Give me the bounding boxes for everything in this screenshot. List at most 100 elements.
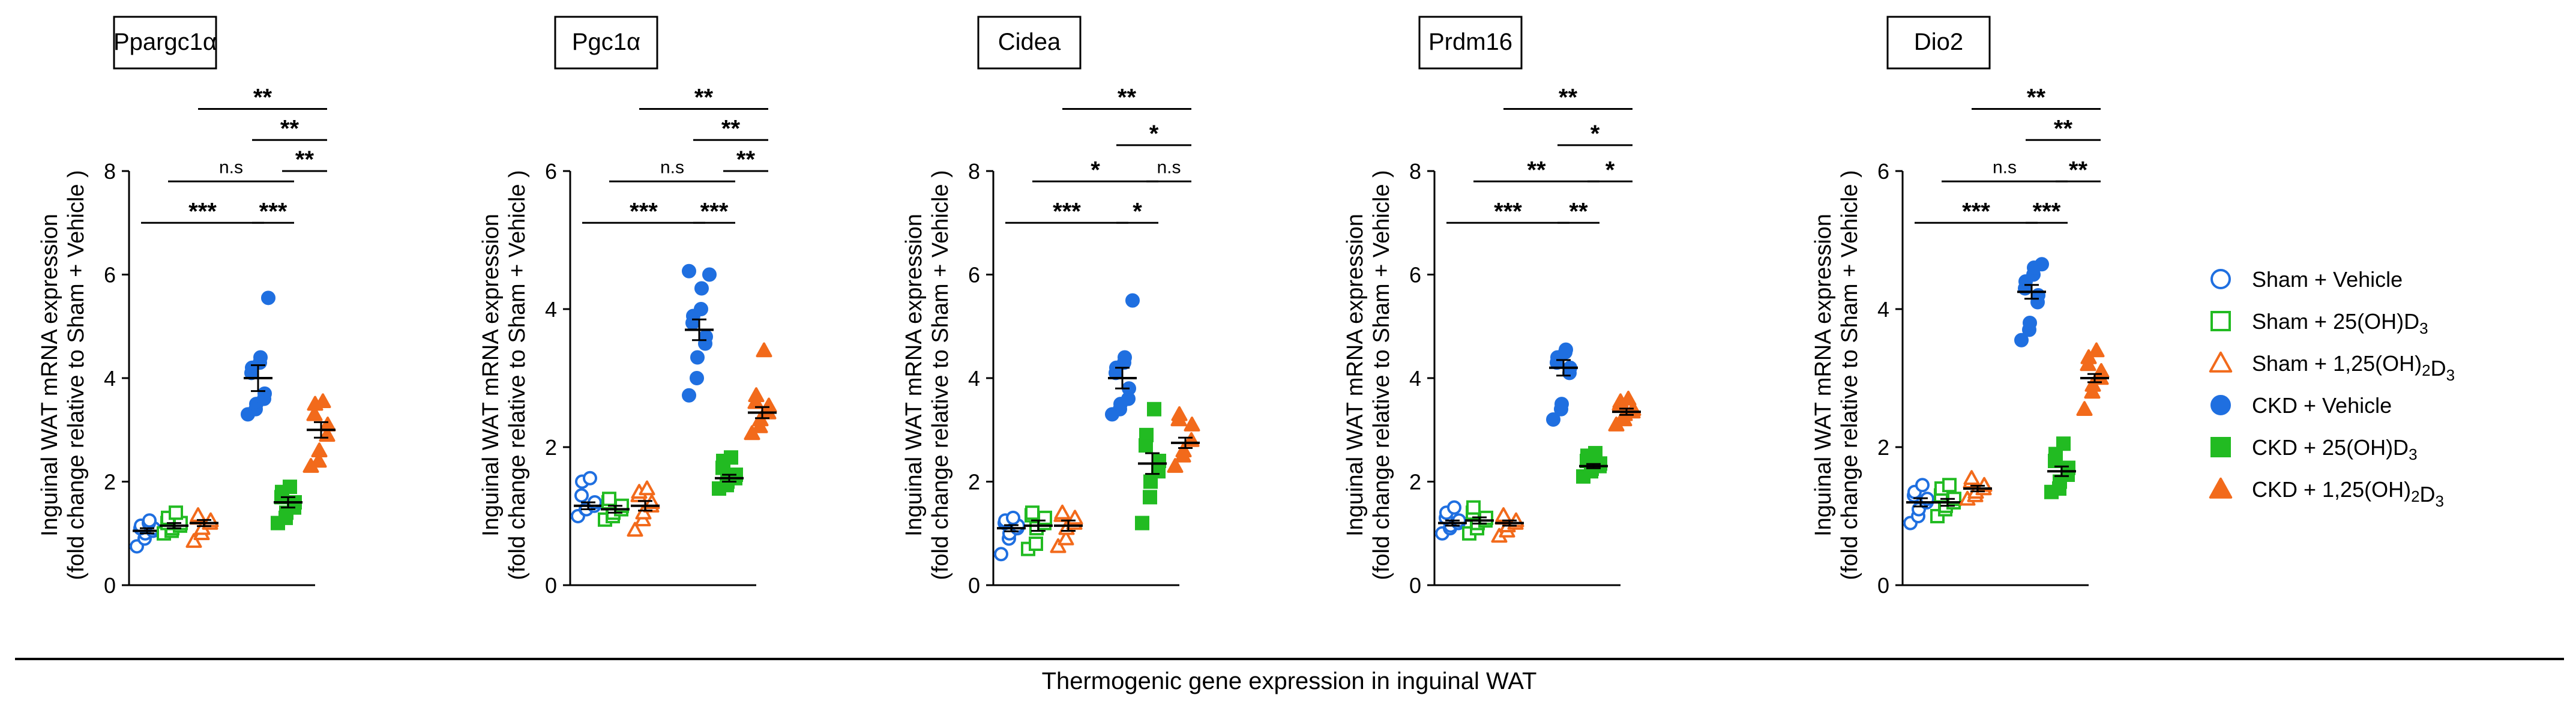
- significance-label: n.s: [1993, 157, 2017, 177]
- data-point: [702, 267, 717, 282]
- significance-label: **: [736, 146, 756, 173]
- y-tick-label: 4: [1409, 366, 1421, 391]
- data-point: [690, 371, 704, 385]
- significance-label: **: [1559, 85, 1578, 111]
- y-axis-label-2: (fold change relative to Sham + Vehicle …: [64, 170, 89, 580]
- y-tick-label: 2: [545, 435, 557, 460]
- group-3: [627, 480, 660, 537]
- group-2: [157, 505, 188, 541]
- group-6: [302, 393, 336, 473]
- data-point: [2076, 401, 2093, 416]
- group-3: [1959, 470, 1993, 506]
- data-point: [1143, 474, 1158, 489]
- data-point: [1054, 504, 1071, 520]
- data-point: [1963, 470, 1980, 485]
- data-point: [257, 386, 272, 401]
- data-point: [1915, 478, 1930, 493]
- data-point: [2048, 447, 2063, 462]
- group-5: [271, 480, 302, 531]
- chart-panel-2: Pgc1α Inguinal WAT mRNA expression (fold c…: [478, 16, 777, 598]
- data-point: [1143, 490, 1157, 505]
- data-point: [1620, 391, 1637, 406]
- y-axis-label-2: (fold change relative to Sham + Vehicle …: [928, 170, 953, 580]
- significance-label: n.s: [660, 157, 684, 177]
- data-point: [1025, 505, 1040, 520]
- significance-label: ***: [188, 198, 217, 224]
- data-point: [1171, 406, 1188, 421]
- significance-label: **: [280, 115, 299, 142]
- y-tick-label: 2: [968, 470, 980, 495]
- y-tick-label: 6: [1877, 159, 1889, 184]
- y-tick-label: 0: [1409, 573, 1421, 598]
- y-tick-label: 6: [968, 263, 980, 287]
- significance-label: **: [1569, 198, 1588, 224]
- significance-label: **: [1527, 157, 1546, 183]
- y-axis-label: Inguinal WAT mRNA expression: [901, 214, 927, 537]
- legend-item-1: Sham + Vehicle: [2210, 267, 2403, 292]
- data-point: [1067, 510, 1083, 525]
- significance-label: **: [2069, 157, 2088, 183]
- data-point: [2023, 316, 2037, 330]
- legend-label: CKD + 25(OH)D3: [2252, 435, 2418, 463]
- data-point: [1038, 510, 1052, 525]
- legend-label: Sham + 1,25(OH)2D3: [2252, 351, 2455, 384]
- chart-title: Prdm16: [1428, 29, 1512, 55]
- significance-label: ***: [700, 198, 729, 224]
- data-point: [1447, 500, 1461, 515]
- data-point: [261, 290, 275, 305]
- significance-label: **: [253, 85, 272, 111]
- data-point: [1559, 342, 1573, 357]
- significance-label: *: [1091, 157, 1100, 183]
- data-point: [1175, 442, 1192, 457]
- group-6: [1167, 406, 1200, 473]
- y-tick-label: 2: [1409, 470, 1421, 495]
- data-point: [1495, 507, 1512, 522]
- group-5: [2044, 436, 2076, 499]
- y-tick-label: 4: [545, 297, 557, 322]
- significance-label: **: [694, 85, 714, 111]
- significance-label: ***: [630, 198, 658, 224]
- data-point: [1050, 538, 1067, 553]
- group-2: [1930, 478, 1962, 523]
- data-point: [724, 450, 738, 465]
- data-point: [1546, 412, 1560, 427]
- y-axis-label: Inguinal WAT mRNA expression: [37, 214, 62, 537]
- group-1: [1435, 500, 1467, 541]
- legend: Sham + Vehicle Sham + 25(OH)D3 Sham + 1,25…: [2209, 267, 2455, 510]
- significance-label: **: [1118, 85, 1137, 111]
- data-point: [748, 387, 765, 402]
- group-3: [1050, 504, 1083, 553]
- data-point: [682, 388, 696, 403]
- data-point: [994, 547, 1008, 562]
- footer-caption: Thermogenic gene expression in inguinal …: [1042, 668, 1537, 694]
- chart-title: Cidea: [998, 29, 1061, 55]
- data-point: [185, 533, 202, 548]
- data-point: [314, 393, 331, 409]
- data-point: [1184, 417, 1200, 432]
- chart-title-box: [977, 16, 1082, 70]
- data-point: [583, 471, 597, 486]
- y-axis-label: Inguinal WAT mRNA expression: [478, 214, 504, 537]
- data-point: [306, 406, 323, 421]
- significance-label: **: [295, 146, 314, 173]
- chart-panel-4: Prdm16 Inguinal WAT mRNA expression (fold …: [1343, 16, 1642, 598]
- y-axis-label-2: (fold change relative to Sham + Vehicle …: [505, 170, 530, 580]
- significance-label: ***: [1962, 198, 1990, 224]
- data-point: [1554, 397, 1569, 412]
- significance-label: **: [2027, 85, 2046, 111]
- legend-item-4: CKD + Vehicle: [2210, 393, 2392, 418]
- data-point: [142, 513, 157, 528]
- y-tick-label: 4: [104, 366, 116, 391]
- chart-panel-3: Cidea Inguinal WAT mRNA expression (fold c…: [901, 16, 1200, 598]
- significance-label: *: [1590, 121, 1600, 147]
- data-point: [602, 492, 616, 507]
- y-tick-label: 2: [104, 470, 116, 495]
- y-tick-label: 4: [968, 366, 980, 391]
- y-axis-label: Inguinal WAT mRNA expression: [1343, 214, 1368, 537]
- data-point: [1466, 500, 1481, 515]
- y-tick-label: 6: [545, 159, 557, 184]
- chart-title: Pgc1α: [572, 29, 640, 55]
- data-point: [627, 522, 643, 537]
- group-4: [1546, 342, 1578, 427]
- group-6: [1608, 391, 1642, 432]
